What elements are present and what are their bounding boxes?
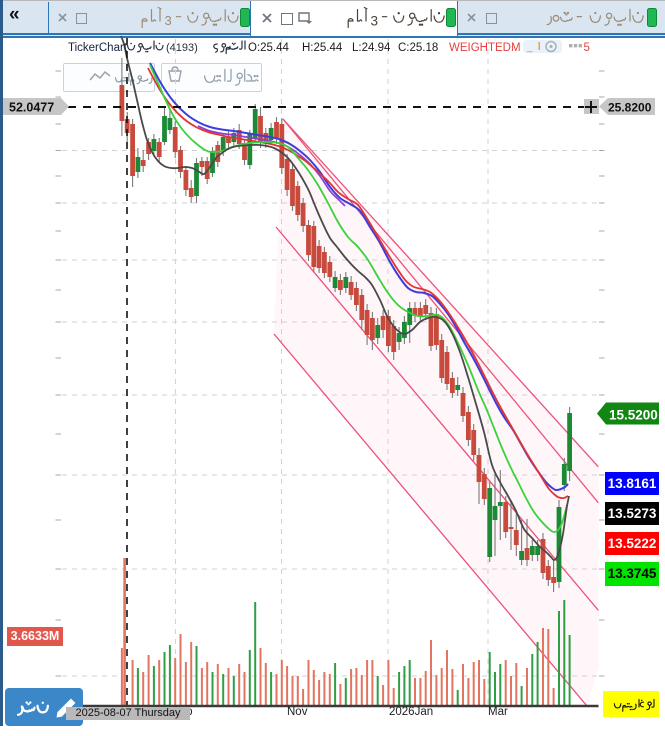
svg-text:25.8200: 25.8200 xyxy=(608,101,652,115)
svg-text:WEIGHTEDM: WEIGHTEDM xyxy=(449,42,521,54)
svg-text:3: 3 xyxy=(371,14,379,29)
svg-text:3: 3 xyxy=(165,13,172,28)
svg-text:C:25.18: C:25.18 xyxy=(398,42,438,54)
svg-text:5: 5 xyxy=(584,42,590,54)
svg-text:(4193): (4193) xyxy=(166,42,198,54)
svg-text:O:25.44: O:25.44 xyxy=(248,42,290,54)
svg-text:TickerChart: TickerChart xyxy=(68,42,128,54)
svg-text:15.5200: 15.5200 xyxy=(609,408,658,423)
svg-text:H:25.44: H:25.44 xyxy=(302,42,343,54)
svg-text:52.0477: 52.0477 xyxy=(9,101,54,115)
svg-text:L:24.94: L:24.94 xyxy=(352,42,391,54)
svg-text:_: _ xyxy=(526,42,533,53)
